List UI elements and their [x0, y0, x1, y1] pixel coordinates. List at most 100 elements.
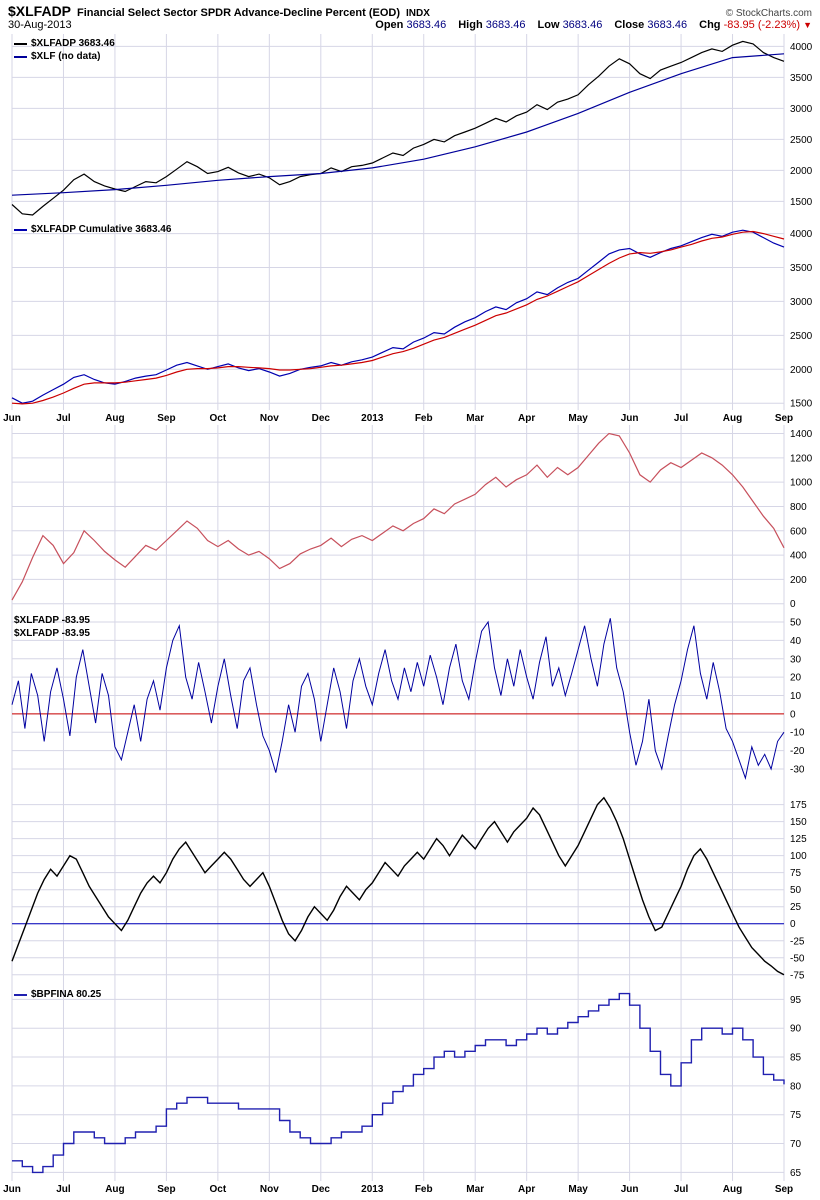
panel-raw-index: 1400 1200 1000 800 600 400 200 0 — [0, 425, 820, 611]
y-tick-label: 400 — [790, 551, 807, 562]
y-tick-label: 2000 — [790, 166, 813, 177]
y-tick-label: 0 — [790, 599, 796, 610]
y-tick-label: 50 — [790, 618, 802, 629]
down-arrow-icon: ▼ — [803, 20, 812, 30]
series-raw-index — [11, 432, 785, 601]
panel-summation: 175 150 125 100 75 50 25 0 -25 -50 -75 — [0, 791, 820, 985]
month-label: Dec — [312, 413, 331, 424]
y-tick-label: 3000 — [790, 104, 813, 115]
y-tick-label: 4000 — [790, 42, 813, 53]
month-label: 2013 — [361, 413, 384, 424]
legend-p4: $XLFADP -83.95 $XLFADP -83.95 — [14, 614, 90, 640]
series-dash-icon — [14, 55, 27, 58]
open-value: 3683.46 — [406, 19, 447, 31]
legend-item: $XLFADP -83.95 — [14, 614, 90, 627]
ohlc-quote: Open 3683.46 High 3683.46 Low 3683.46 Cl… — [375, 19, 812, 31]
close-value: 3683.46 — [647, 19, 688, 31]
series-dash-icon — [14, 228, 27, 231]
y-tick-label: 30 — [790, 654, 802, 665]
legend-item: $XLFADP -83.95 — [14, 627, 90, 640]
y-tick-label: 65 — [790, 1168, 802, 1179]
y-tick-label: 2500 — [790, 331, 813, 342]
month-label: Apr — [518, 1184, 535, 1195]
y-tick-label: 2000 — [790, 365, 813, 376]
legend-label: $XLF (no data) — [31, 51, 101, 62]
legend-label: $BPFINA 80.25 — [31, 989, 102, 1000]
chart-svg-p6: 95 90 85 80 75 70 65 — [11, 985, 802, 1181]
change-label: Chg — [699, 19, 721, 31]
close-label: Close — [614, 19, 645, 31]
y-tick-label: 85 — [790, 1053, 802, 1064]
month-label: Oct — [210, 1184, 227, 1195]
month-label: Jul — [56, 413, 71, 424]
month-label: Apr — [518, 413, 535, 424]
chart-svg-p2: 4000 3500 3000 2500 2000 1500 — [11, 220, 813, 410]
series-daily-adp — [11, 618, 785, 780]
y-tick-label: 1400 — [790, 429, 813, 440]
series-cumulative — [11, 229, 785, 404]
series-summation — [11, 796, 785, 976]
y-tick-label: 80 — [790, 1081, 802, 1092]
panel-price-overlay: 4000 3500 3000 2500 2000 1500 $XLFADP 3683.46 $… — [0, 34, 820, 220]
chart-svg-p4: 50 40 30 20 10 0 -10 -20 -30 — [11, 611, 805, 791]
y-tick-label: 75 — [790, 868, 802, 879]
month-label: Jun — [3, 1184, 21, 1195]
month-label: Jun — [3, 413, 21, 424]
y-tick-label: 3500 — [790, 263, 813, 274]
legend-label: $XLFADP -83.95 — [14, 628, 90, 639]
title-row: $XLFADP Financial Select Sector SPDR Adv… — [0, 2, 820, 19]
legend-label: $XLFADP 3683.46 — [31, 38, 115, 49]
series-dash-icon — [14, 993, 27, 996]
low-value: 3683.46 — [562, 19, 603, 31]
open-pair: Open 3683.46 — [375, 19, 446, 31]
month-label: Sep — [157, 413, 175, 424]
high-label: High — [458, 19, 483, 31]
chart-svg-p5: 175 150 125 100 75 50 25 0 -25 -50 -75 — [11, 791, 807, 985]
legend-item: $BPFINA 80.25 — [14, 988, 101, 1001]
y-tick-label: 1000 — [790, 478, 813, 489]
chart-header: $XLFADP Financial Select Sector SPDR Adv… — [0, 0, 820, 34]
y-tick-label: -50 — [790, 953, 805, 964]
legend-p6: $BPFINA 80.25 — [14, 988, 101, 1001]
month-label: May — [568, 1184, 588, 1195]
y-tick-label: 20 — [790, 673, 802, 684]
month-label: Feb — [415, 1184, 433, 1195]
y-tick-label: 70 — [790, 1139, 802, 1150]
y-tick-label: 150 — [790, 817, 807, 828]
month-label: Nov — [260, 413, 279, 424]
y-tick-label: 0 — [790, 919, 796, 930]
month-label: May — [568, 413, 588, 424]
series-dash-icon — [14, 42, 27, 45]
legend-label: $XLFADP Cumulative 3683.46 — [31, 224, 172, 235]
month-label: Oct — [210, 413, 227, 424]
month-label: Aug — [723, 413, 742, 424]
month-label: Sep — [775, 413, 793, 424]
y-tick-label: -30 — [790, 764, 805, 775]
series-xlf-overlay — [11, 53, 785, 196]
month-axis-svg: Jun Jul Aug Sep Oct Nov Dec 2013 Feb Mar Apr May Jun… — [3, 413, 793, 424]
month-label: Jun — [621, 1184, 639, 1195]
y-tick-label: 4000 — [790, 229, 813, 240]
month-label: Feb — [415, 413, 433, 424]
panel-cumulative: 4000 3500 3000 2500 2000 1500 $XLFADP Cumulati… — [0, 220, 820, 410]
legend-item: $XLFADP Cumulative 3683.46 — [14, 223, 171, 236]
panel-oscillator: 50 40 30 20 10 0 -10 -20 -30 $XLFADP -83.95 $XLFAD… — [0, 611, 820, 791]
chart-svg-p1: 4000 3500 3000 2500 2000 1500 — [11, 34, 813, 220]
month-axis-bottom: Jun Jul Aug Sep Oct Nov Dec 2013 Feb Mar Apr May Jun… — [0, 1181, 820, 1196]
y-tick-label: 200 — [790, 575, 807, 586]
y-tick-label: 175 — [790, 800, 807, 811]
month-label: 2013 — [361, 1184, 384, 1195]
y-tick-label: -10 — [790, 728, 805, 739]
y-tick-label: 3000 — [790, 297, 813, 308]
month-label: Aug — [105, 413, 124, 424]
y-tick-label: 2500 — [790, 135, 813, 146]
month-label: Mar — [466, 1184, 484, 1195]
symbol: $XLFADP — [8, 3, 72, 19]
page-title: Financial Select Sector SPDR Advance-Dec… — [77, 7, 400, 19]
month-axis-svg: Jun Jul Aug Sep Oct Nov Dec 2013 Feb Mar Apr May Jun… — [3, 1184, 793, 1195]
quote-row: 30-Aug-2013 Open 3683.46 High 3683.46 Lo… — [0, 19, 820, 31]
change-value: -83.95 (-2.23%) — [723, 19, 801, 31]
month-label: Jul — [56, 1184, 71, 1195]
date-label: 30-Aug-2013 — [8, 19, 72, 31]
month-label: Aug — [105, 1184, 124, 1195]
